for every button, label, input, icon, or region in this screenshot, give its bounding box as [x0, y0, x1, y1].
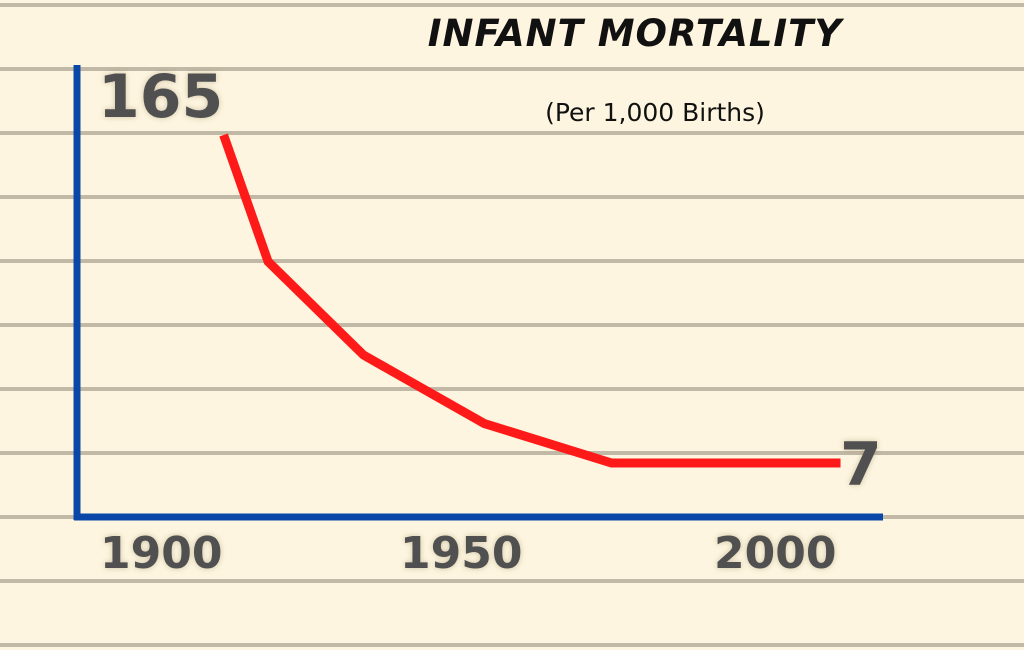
- chart-subtitle: (Per 1,000 Births): [545, 98, 765, 127]
- x-tick-label: 2000: [714, 528, 837, 579]
- x-tick-label: 1950: [400, 528, 523, 579]
- series-line: [219, 133, 841, 468]
- start-value-label: 165: [98, 62, 224, 132]
- x-tick-label: 1900: [100, 528, 223, 579]
- end-value-label: 7: [840, 430, 882, 500]
- chart-title: INFANT MORTALITY: [427, 12, 843, 55]
